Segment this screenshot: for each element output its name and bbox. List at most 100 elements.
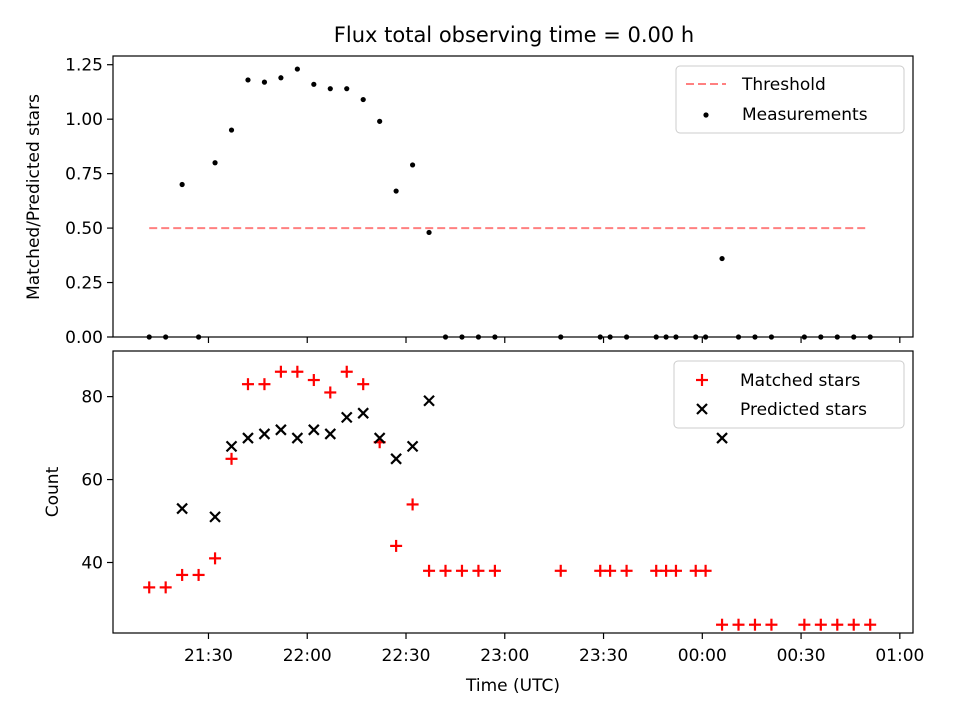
matched-stars-point xyxy=(732,618,745,631)
predicted-x-b xyxy=(209,511,221,523)
predicted-stars-point xyxy=(423,394,435,407)
y-tick-label: 0.00 xyxy=(65,328,103,348)
predicted-x-b xyxy=(716,432,728,444)
matched-stars-point xyxy=(699,564,712,577)
matched-stars-point xyxy=(604,564,617,577)
matched-stars-point xyxy=(439,564,452,577)
predicted-x-b xyxy=(423,394,435,407)
predicted-x-b xyxy=(291,432,304,444)
bottom-panel: 40 60 80 21:30 22:00 22:30 23:00 23:30 00:00 00:… xyxy=(43,350,924,696)
measurement-point xyxy=(360,96,366,103)
predicted-x-b xyxy=(242,432,254,444)
x-tick-label: 21:30 xyxy=(184,646,233,666)
matched-stars-point xyxy=(291,365,304,378)
measurement-point xyxy=(393,188,399,194)
bottom-legend-frame xyxy=(673,360,905,429)
matched-stars-point xyxy=(324,386,337,399)
matched-stars-point xyxy=(864,618,877,631)
measurement-point xyxy=(327,86,333,92)
matched-stars-point xyxy=(847,618,860,631)
predicted-x-b xyxy=(373,432,386,444)
matched-stars-point xyxy=(241,378,254,391)
matched-stars-point xyxy=(831,618,844,631)
matched-stars-point xyxy=(225,452,238,465)
x-tick-label: 00:30 xyxy=(777,646,826,666)
measurement-point xyxy=(377,118,383,124)
y-tick-label: 1.00 xyxy=(65,110,103,130)
predicted-stars-point xyxy=(291,432,304,444)
predicted-stars-point xyxy=(225,440,238,453)
predicted-stars-point xyxy=(390,453,402,465)
predicted-x-b xyxy=(258,428,271,440)
matched-stars-point xyxy=(620,564,633,577)
matched-stars-point xyxy=(340,365,353,378)
measurement-point xyxy=(278,75,284,81)
top-legend-frame xyxy=(675,65,905,134)
bottom-legend: Matched stars Predicted stars xyxy=(673,360,905,429)
predicted-stars-point xyxy=(373,432,386,444)
x-axis-label: Time (UTC) xyxy=(465,676,560,696)
top-legend: Threshold Measurements xyxy=(675,65,905,134)
y-tick-label: 40 xyxy=(81,554,103,574)
measurement-point xyxy=(294,66,300,72)
y-tick-label: 80 xyxy=(81,388,103,408)
matched-stars-point xyxy=(274,365,287,378)
matched-stars-point xyxy=(765,618,778,631)
matched-stars-point xyxy=(258,378,271,391)
x-tick-label: 23:30 xyxy=(579,646,628,666)
predicted-stars-point xyxy=(340,411,353,424)
measurement-point xyxy=(179,181,185,188)
predicted-x-b xyxy=(340,411,353,424)
measurement-point xyxy=(311,81,317,87)
chart-title: Flux total observing time = 0.00 h xyxy=(334,23,694,47)
predicted-stars-point xyxy=(308,424,320,436)
measurement-point xyxy=(228,127,235,133)
predicted-stars-point xyxy=(716,432,728,444)
top-y-axis-label: Matched/Predicted stars xyxy=(24,94,44,300)
top-axes-frame xyxy=(112,55,914,338)
predicted-stars-point xyxy=(406,440,419,453)
bottom-y-axis-label: Count xyxy=(43,466,63,517)
matched-stars-point xyxy=(406,498,419,511)
predicted-stars-point xyxy=(324,428,337,440)
x-tick-label: 01:00 xyxy=(875,646,924,666)
predicted-x-b xyxy=(357,407,369,419)
measurement-point xyxy=(212,160,218,166)
measurement-point xyxy=(426,229,432,236)
matched-legend-label: Matched stars xyxy=(740,371,860,391)
top-panel: 0.00 0.25 0.50 0.75 1.00 1.25 Matched/Predict… xyxy=(24,55,914,348)
threshold-legend-label: Threshold xyxy=(741,75,826,95)
x-tick-label: 22:30 xyxy=(382,646,431,666)
y-tick-label: 1.25 xyxy=(65,56,103,76)
matched-legend-swatch xyxy=(696,374,708,386)
bottom-axes-frame xyxy=(112,350,914,634)
x-tick-label: 22:00 xyxy=(283,646,332,666)
predicted-stars-point xyxy=(209,511,221,523)
predicted-x-b xyxy=(225,440,238,453)
measurement-point xyxy=(409,162,416,168)
predicted-stars-point xyxy=(275,424,287,436)
bottom-x-ticks: 21:30 22:00 22:30 23:00 23:30 00:00 00:30 01:00 xyxy=(184,633,924,666)
matched-stars-point xyxy=(554,564,567,577)
predicted-x-b xyxy=(324,428,337,440)
predicted-stars-point xyxy=(357,407,369,419)
predicted-legend-swatch xyxy=(696,403,708,415)
predicted-stars-point xyxy=(258,428,271,440)
y-tick-label: 0.75 xyxy=(65,165,103,185)
matched-stars-point xyxy=(143,581,156,594)
predicted-x-b xyxy=(275,424,287,436)
predicted-x-b xyxy=(176,502,188,515)
matched-stars-point xyxy=(390,539,403,552)
predicted-stars-point xyxy=(176,502,188,515)
measurement-point xyxy=(719,255,725,262)
matched-stars-point xyxy=(176,568,189,581)
matched-stars-point xyxy=(357,378,370,391)
top-x-ticks xyxy=(207,337,901,343)
predicted-stars-point xyxy=(242,432,254,444)
matched-stars-point xyxy=(488,564,501,577)
predicted-x-b xyxy=(308,424,320,436)
matched-stars-point xyxy=(192,568,205,581)
y-tick-label: 0.50 xyxy=(65,219,103,239)
measurement-point xyxy=(245,77,251,83)
